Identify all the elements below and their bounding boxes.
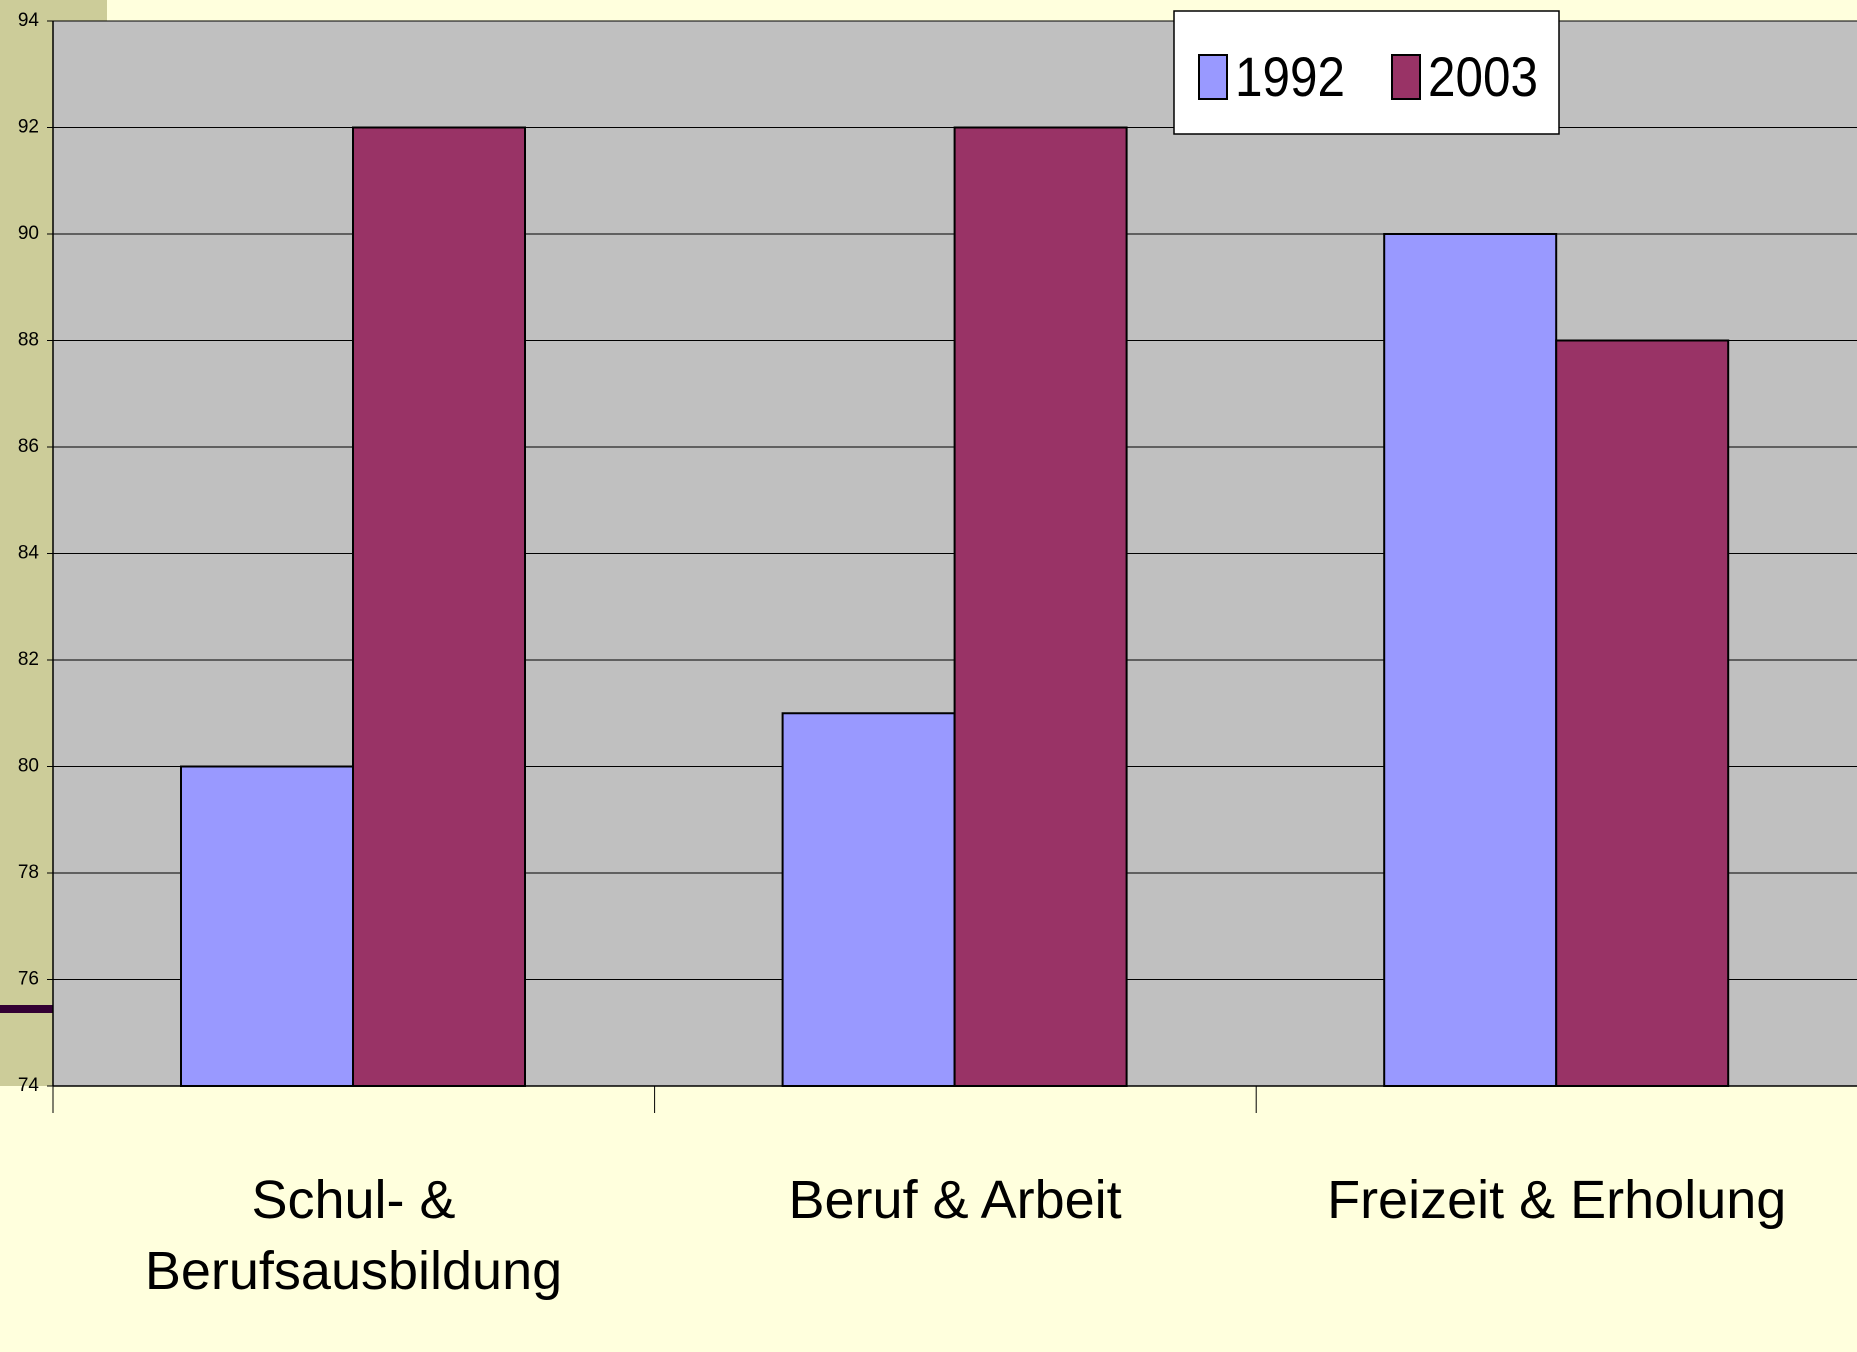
y-tick-label: 78 [18, 862, 39, 883]
legend-label: 2003 [1428, 45, 1538, 108]
y-tick-label: 90 [18, 223, 39, 244]
legend-label: 1992 [1235, 45, 1345, 108]
legend: 1992 2003 [1173, 10, 1560, 135]
y-tick-label: 86 [18, 436, 39, 457]
bar [180, 765, 354, 1087]
x-tick-label: Beruf & Arbeit [788, 1170, 1122, 1230]
bar [781, 712, 956, 1087]
x-tick-label: Freizeit & Erholung [1327, 1170, 1787, 1230]
legend-swatch [1391, 54, 1421, 100]
x-tick-label: Schul- & Berufsausbildung [144, 1170, 563, 1302]
y-tick-label: 74 [18, 1075, 40, 1096]
legend-box [1173, 10, 1560, 135]
y-tick-label: 92 [18, 117, 39, 138]
bar [1383, 233, 1558, 1087]
bar [1555, 339, 1730, 1087]
y-tick-label: 82 [18, 649, 39, 670]
y-tick-label: 94 [18, 10, 40, 31]
y-tick-label: 84 [18, 543, 40, 564]
y-tick-label: 76 [18, 969, 39, 990]
decor-strip [0, 0, 53, 1086]
y-tick-label: 88 [18, 330, 39, 351]
bar [352, 126, 526, 1087]
bar [953, 126, 1128, 1087]
decor-line [0, 1005, 53, 1013]
y-tick-label: 80 [18, 756, 39, 777]
legend-swatch [1198, 54, 1228, 100]
